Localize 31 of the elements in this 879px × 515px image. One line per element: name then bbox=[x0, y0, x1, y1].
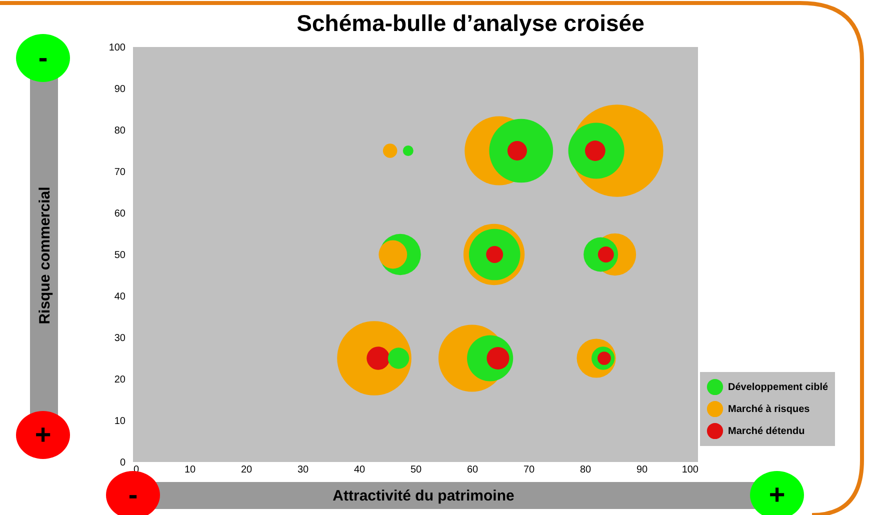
y-tick-label: 80 bbox=[114, 126, 126, 136]
legend-label: Développement ciblé bbox=[728, 382, 828, 393]
text: - bbox=[128, 479, 138, 510]
x-tick-label: 60 bbox=[466, 464, 478, 476]
text: + bbox=[768, 479, 786, 510]
x-tick-label: 30 bbox=[297, 464, 309, 476]
y-tick-label: 50 bbox=[114, 250, 126, 261]
y-axis-title: Risque commercial bbox=[36, 186, 54, 324]
text: + bbox=[34, 419, 52, 450]
x-tick-label: 70 bbox=[523, 464, 535, 476]
y-tick-label: 90 bbox=[114, 84, 126, 95]
x-tick-label: 10 bbox=[184, 464, 196, 476]
y-tick-label: 0 bbox=[120, 458, 126, 468]
y-tick-label: 10 bbox=[114, 416, 126, 427]
chart-title: Schéma-bulle d’analyse croisée bbox=[296, 10, 644, 36]
y-tick-label: 30 bbox=[114, 333, 126, 344]
x-tick-label: 50 bbox=[410, 464, 422, 476]
legend-label: Marché détendu bbox=[728, 426, 805, 437]
legend-label: Marché à risques bbox=[728, 404, 810, 415]
y-tick-label: 70 bbox=[114, 167, 126, 178]
x-tick-label: 100 bbox=[682, 464, 699, 476]
text: - bbox=[38, 42, 48, 73]
y-tick-label: 20 bbox=[114, 374, 126, 386]
x-axis-title: Attractivité du patrimoine bbox=[332, 488, 514, 504]
y-tick-label: 100 bbox=[108, 42, 126, 54]
y-tick-label: 60 bbox=[114, 208, 126, 220]
x-tick-label: 20 bbox=[240, 464, 252, 476]
x-tick-label: 90 bbox=[636, 464, 648, 476]
x-tick-label: 40 bbox=[354, 464, 366, 476]
x-tick-label: 80 bbox=[580, 464, 592, 476]
y-tick-label: 40 bbox=[114, 292, 126, 302]
